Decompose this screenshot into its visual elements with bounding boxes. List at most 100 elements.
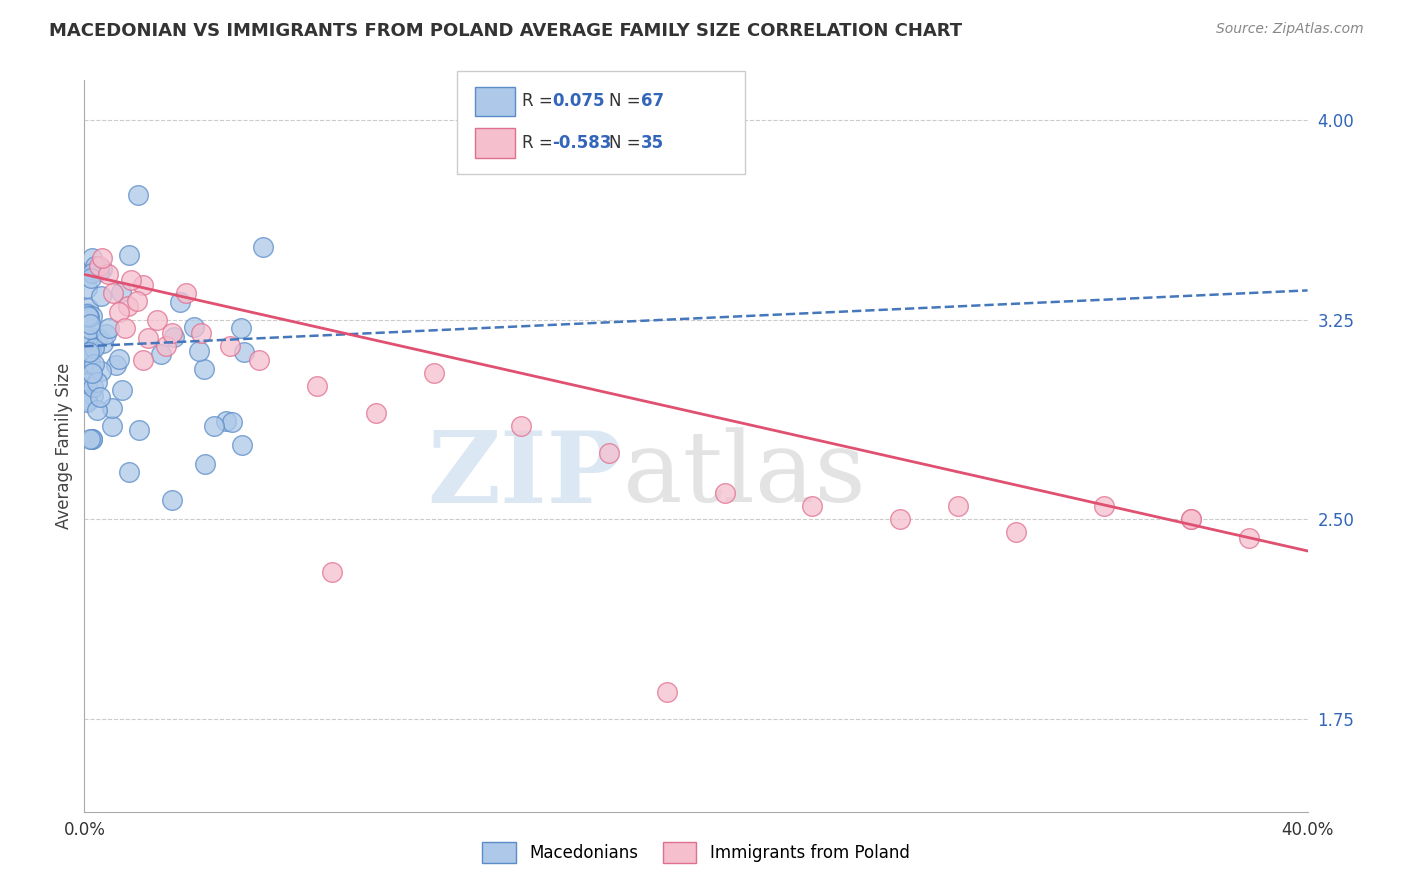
Point bbox=[110, 285, 132, 300]
Text: N =: N = bbox=[609, 92, 645, 110]
Point bbox=[76, 394, 98, 409]
Point bbox=[108, 351, 131, 366]
Point bbox=[79, 344, 101, 359]
Point bbox=[80, 433, 103, 447]
Point bbox=[193, 362, 215, 376]
Point bbox=[76, 369, 98, 384]
Point bbox=[90, 364, 112, 378]
Text: ZIP: ZIP bbox=[427, 426, 623, 524]
Point bbox=[125, 293, 148, 308]
Point bbox=[131, 352, 153, 367]
Point bbox=[232, 345, 254, 359]
Point bbox=[174, 286, 197, 301]
Point bbox=[80, 270, 103, 285]
Text: 67: 67 bbox=[641, 92, 664, 110]
Text: 35: 35 bbox=[641, 134, 664, 152]
Point bbox=[104, 358, 127, 372]
Point bbox=[162, 493, 184, 508]
Point bbox=[79, 322, 101, 336]
Point bbox=[91, 335, 114, 350]
Point bbox=[77, 301, 100, 315]
Point bbox=[101, 401, 124, 416]
Point bbox=[89, 264, 111, 278]
Point bbox=[155, 339, 177, 353]
Point bbox=[1180, 512, 1202, 526]
Point bbox=[801, 499, 824, 513]
Point bbox=[76, 306, 98, 320]
Point bbox=[90, 289, 112, 303]
Point bbox=[103, 286, 125, 301]
Y-axis label: Average Family Size: Average Family Size bbox=[55, 363, 73, 529]
Point bbox=[83, 357, 105, 371]
Point bbox=[423, 366, 446, 380]
Point bbox=[219, 339, 242, 353]
Point bbox=[202, 418, 225, 433]
Point bbox=[101, 419, 124, 434]
Point bbox=[86, 402, 108, 417]
Text: R =: R = bbox=[522, 134, 558, 152]
Point bbox=[321, 566, 343, 580]
Point bbox=[80, 363, 103, 377]
Point bbox=[889, 512, 911, 526]
Point bbox=[118, 248, 141, 262]
Point bbox=[94, 327, 117, 342]
Point bbox=[1092, 499, 1115, 513]
Point bbox=[82, 389, 104, 403]
Point bbox=[77, 310, 100, 325]
Point bbox=[76, 333, 98, 347]
Point bbox=[714, 485, 737, 500]
Point bbox=[117, 299, 139, 313]
Point bbox=[79, 356, 101, 370]
Text: atlas: atlas bbox=[623, 427, 865, 523]
Point bbox=[80, 366, 103, 380]
Point bbox=[82, 433, 104, 447]
Point bbox=[215, 414, 238, 428]
Point bbox=[1180, 512, 1202, 526]
Point bbox=[86, 331, 108, 345]
Point bbox=[131, 278, 153, 293]
Point bbox=[108, 304, 131, 318]
Point bbox=[946, 499, 969, 513]
Text: N =: N = bbox=[609, 134, 645, 152]
Point bbox=[82, 251, 104, 265]
Point bbox=[97, 268, 120, 282]
Point bbox=[76, 307, 98, 321]
Point bbox=[128, 423, 150, 437]
Point bbox=[77, 329, 100, 343]
Point bbox=[247, 352, 270, 367]
Point bbox=[111, 383, 134, 397]
Point bbox=[76, 376, 98, 390]
Point bbox=[1239, 531, 1261, 545]
Point bbox=[231, 438, 253, 452]
Point bbox=[79, 433, 101, 447]
Point bbox=[655, 685, 678, 699]
Point bbox=[83, 342, 105, 356]
Text: -0.583: -0.583 bbox=[553, 134, 612, 152]
Point bbox=[97, 321, 120, 335]
Point bbox=[76, 280, 98, 294]
Point bbox=[160, 326, 183, 340]
Point bbox=[87, 260, 110, 274]
Point bbox=[82, 380, 104, 394]
Point bbox=[229, 321, 252, 335]
Point bbox=[183, 320, 205, 334]
Point bbox=[91, 262, 114, 277]
Point bbox=[79, 318, 101, 332]
Point bbox=[80, 344, 103, 359]
Text: MACEDONIAN VS IMMIGRANTS FROM POLAND AVERAGE FAMILY SIZE CORRELATION CHART: MACEDONIAN VS IMMIGRANTS FROM POLAND AVE… bbox=[49, 22, 962, 40]
Point bbox=[84, 259, 107, 273]
Text: Source: ZipAtlas.com: Source: ZipAtlas.com bbox=[1216, 22, 1364, 37]
Point bbox=[510, 419, 533, 434]
Point bbox=[90, 252, 112, 266]
Point bbox=[146, 312, 169, 326]
Point bbox=[77, 309, 100, 323]
Text: R =: R = bbox=[522, 92, 558, 110]
Point bbox=[169, 295, 191, 310]
Point bbox=[150, 347, 173, 361]
Text: 0.075: 0.075 bbox=[553, 92, 605, 110]
Point bbox=[221, 415, 243, 429]
Point bbox=[598, 445, 620, 459]
Point bbox=[138, 331, 160, 345]
Point bbox=[120, 273, 142, 287]
Point bbox=[86, 375, 108, 389]
